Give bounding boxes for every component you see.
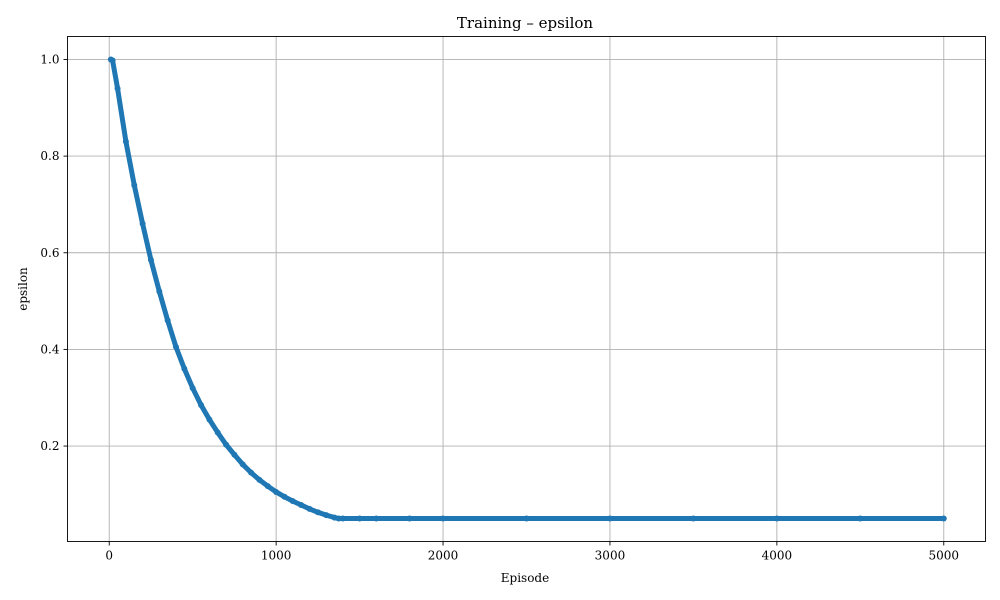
y-tick-label: 0.4 — [40, 342, 59, 356]
data-point — [239, 461, 246, 468]
series-line — [108, 56, 947, 522]
data-marks — [107, 56, 947, 522]
x-tick-label: 3000 — [595, 549, 626, 563]
data-point — [339, 515, 346, 522]
data-point — [131, 182, 138, 189]
data-point — [206, 416, 213, 423]
data-point — [281, 493, 288, 500]
y-axis-ticks: 0.2 0.4 0.6 0.8 1.0 — [40, 52, 68, 453]
data-point — [114, 85, 121, 92]
data-point — [606, 515, 613, 522]
data-point — [857, 515, 864, 522]
data-point — [248, 469, 255, 476]
y-tick-label: 1.0 — [40, 52, 59, 66]
data-point — [264, 483, 271, 490]
data-point — [139, 220, 146, 227]
data-point — [306, 505, 313, 512]
x-tick-label: 0 — [105, 549, 113, 563]
y-axis-label: epsilon — [16, 267, 30, 311]
y-tick-label: 0.6 — [40, 246, 59, 260]
data-point — [109, 57, 116, 64]
data-point — [690, 515, 697, 522]
chart-title: Training – epsilon — [457, 14, 593, 32]
data-point — [256, 476, 263, 483]
data-point — [523, 515, 530, 522]
data-point — [289, 498, 296, 505]
data-point — [335, 515, 342, 522]
data-point — [164, 317, 171, 324]
x-tick-label: 1000 — [261, 549, 292, 563]
data-point — [231, 451, 238, 458]
x-axis-label: Episode — [501, 571, 549, 585]
grid — [67, 36, 986, 542]
data-point — [156, 288, 163, 295]
data-point — [356, 515, 363, 522]
plot-frame — [67, 36, 986, 542]
data-point — [181, 365, 188, 372]
data-point — [940, 515, 947, 522]
data-point — [373, 515, 380, 522]
data-point — [223, 441, 230, 448]
data-point — [273, 488, 280, 495]
data-point — [773, 515, 780, 522]
data-point — [406, 515, 413, 522]
data-point — [198, 401, 205, 408]
data-point — [314, 509, 321, 516]
data-point — [147, 257, 154, 264]
data-point — [172, 343, 179, 350]
x-tick-label: 2000 — [428, 549, 459, 563]
data-point — [214, 429, 221, 436]
data-point — [298, 502, 305, 509]
x-axis-ticks: 0 1000 2000 3000 4000 5000 — [105, 541, 959, 563]
x-tick-label: 5000 — [928, 549, 959, 563]
x-tick-label: 4000 — [762, 549, 793, 563]
data-point — [440, 515, 447, 522]
data-point — [122, 138, 129, 145]
data-point — [323, 512, 330, 519]
y-tick-label: 0.8 — [40, 149, 59, 163]
data-point — [189, 385, 196, 392]
y-tick-label: 0.2 — [40, 439, 59, 453]
